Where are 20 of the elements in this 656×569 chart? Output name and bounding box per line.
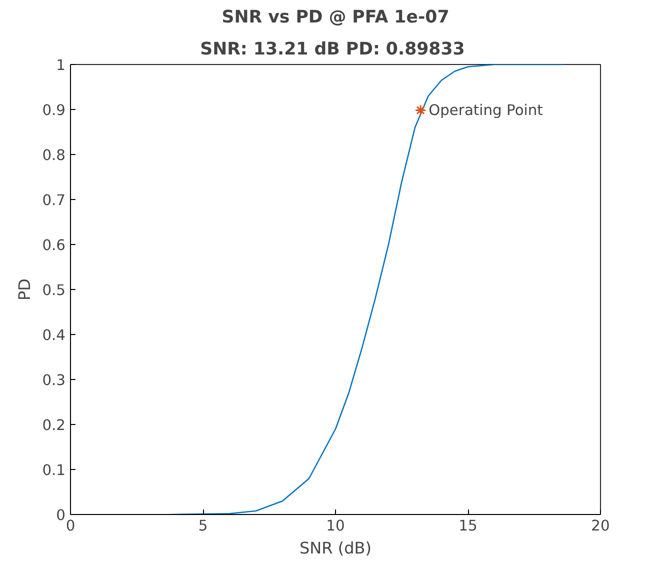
x-tick-label: 5 (198, 518, 208, 534)
y-tick-label: 0.5 (42, 282, 66, 299)
chart-subtitle: SNR: 13.21 dB PD: 0.89833 (200, 40, 465, 60)
y-tick-label: 0.7 (42, 192, 66, 209)
chart-title: SNR vs PD @ PFA 1e-07 (222, 8, 450, 28)
y-tick-label: 0.9 (42, 102, 66, 119)
x-tick-label: 10 (326, 518, 345, 534)
y-tick-label: 0.8 (42, 147, 66, 164)
y-tick-label: 0 (56, 507, 66, 524)
y-axis-title: PD (15, 278, 34, 300)
annotation: Operating Point (428, 102, 544, 119)
x-tick-label: 15 (458, 518, 478, 534)
y-tick-label: 0.6 (42, 237, 66, 254)
y-tick-label: 0.1 (42, 462, 66, 479)
y-tick-label: 0.3 (42, 372, 66, 389)
y-tick-label: 1 (56, 57, 66, 74)
x-axis-title: SNR (dB) (300, 538, 372, 558)
y-tick-label: 0.2 (42, 417, 66, 434)
x-tick-label: 20 (591, 518, 610, 534)
y-tick-label: 0.4 (42, 327, 66, 344)
